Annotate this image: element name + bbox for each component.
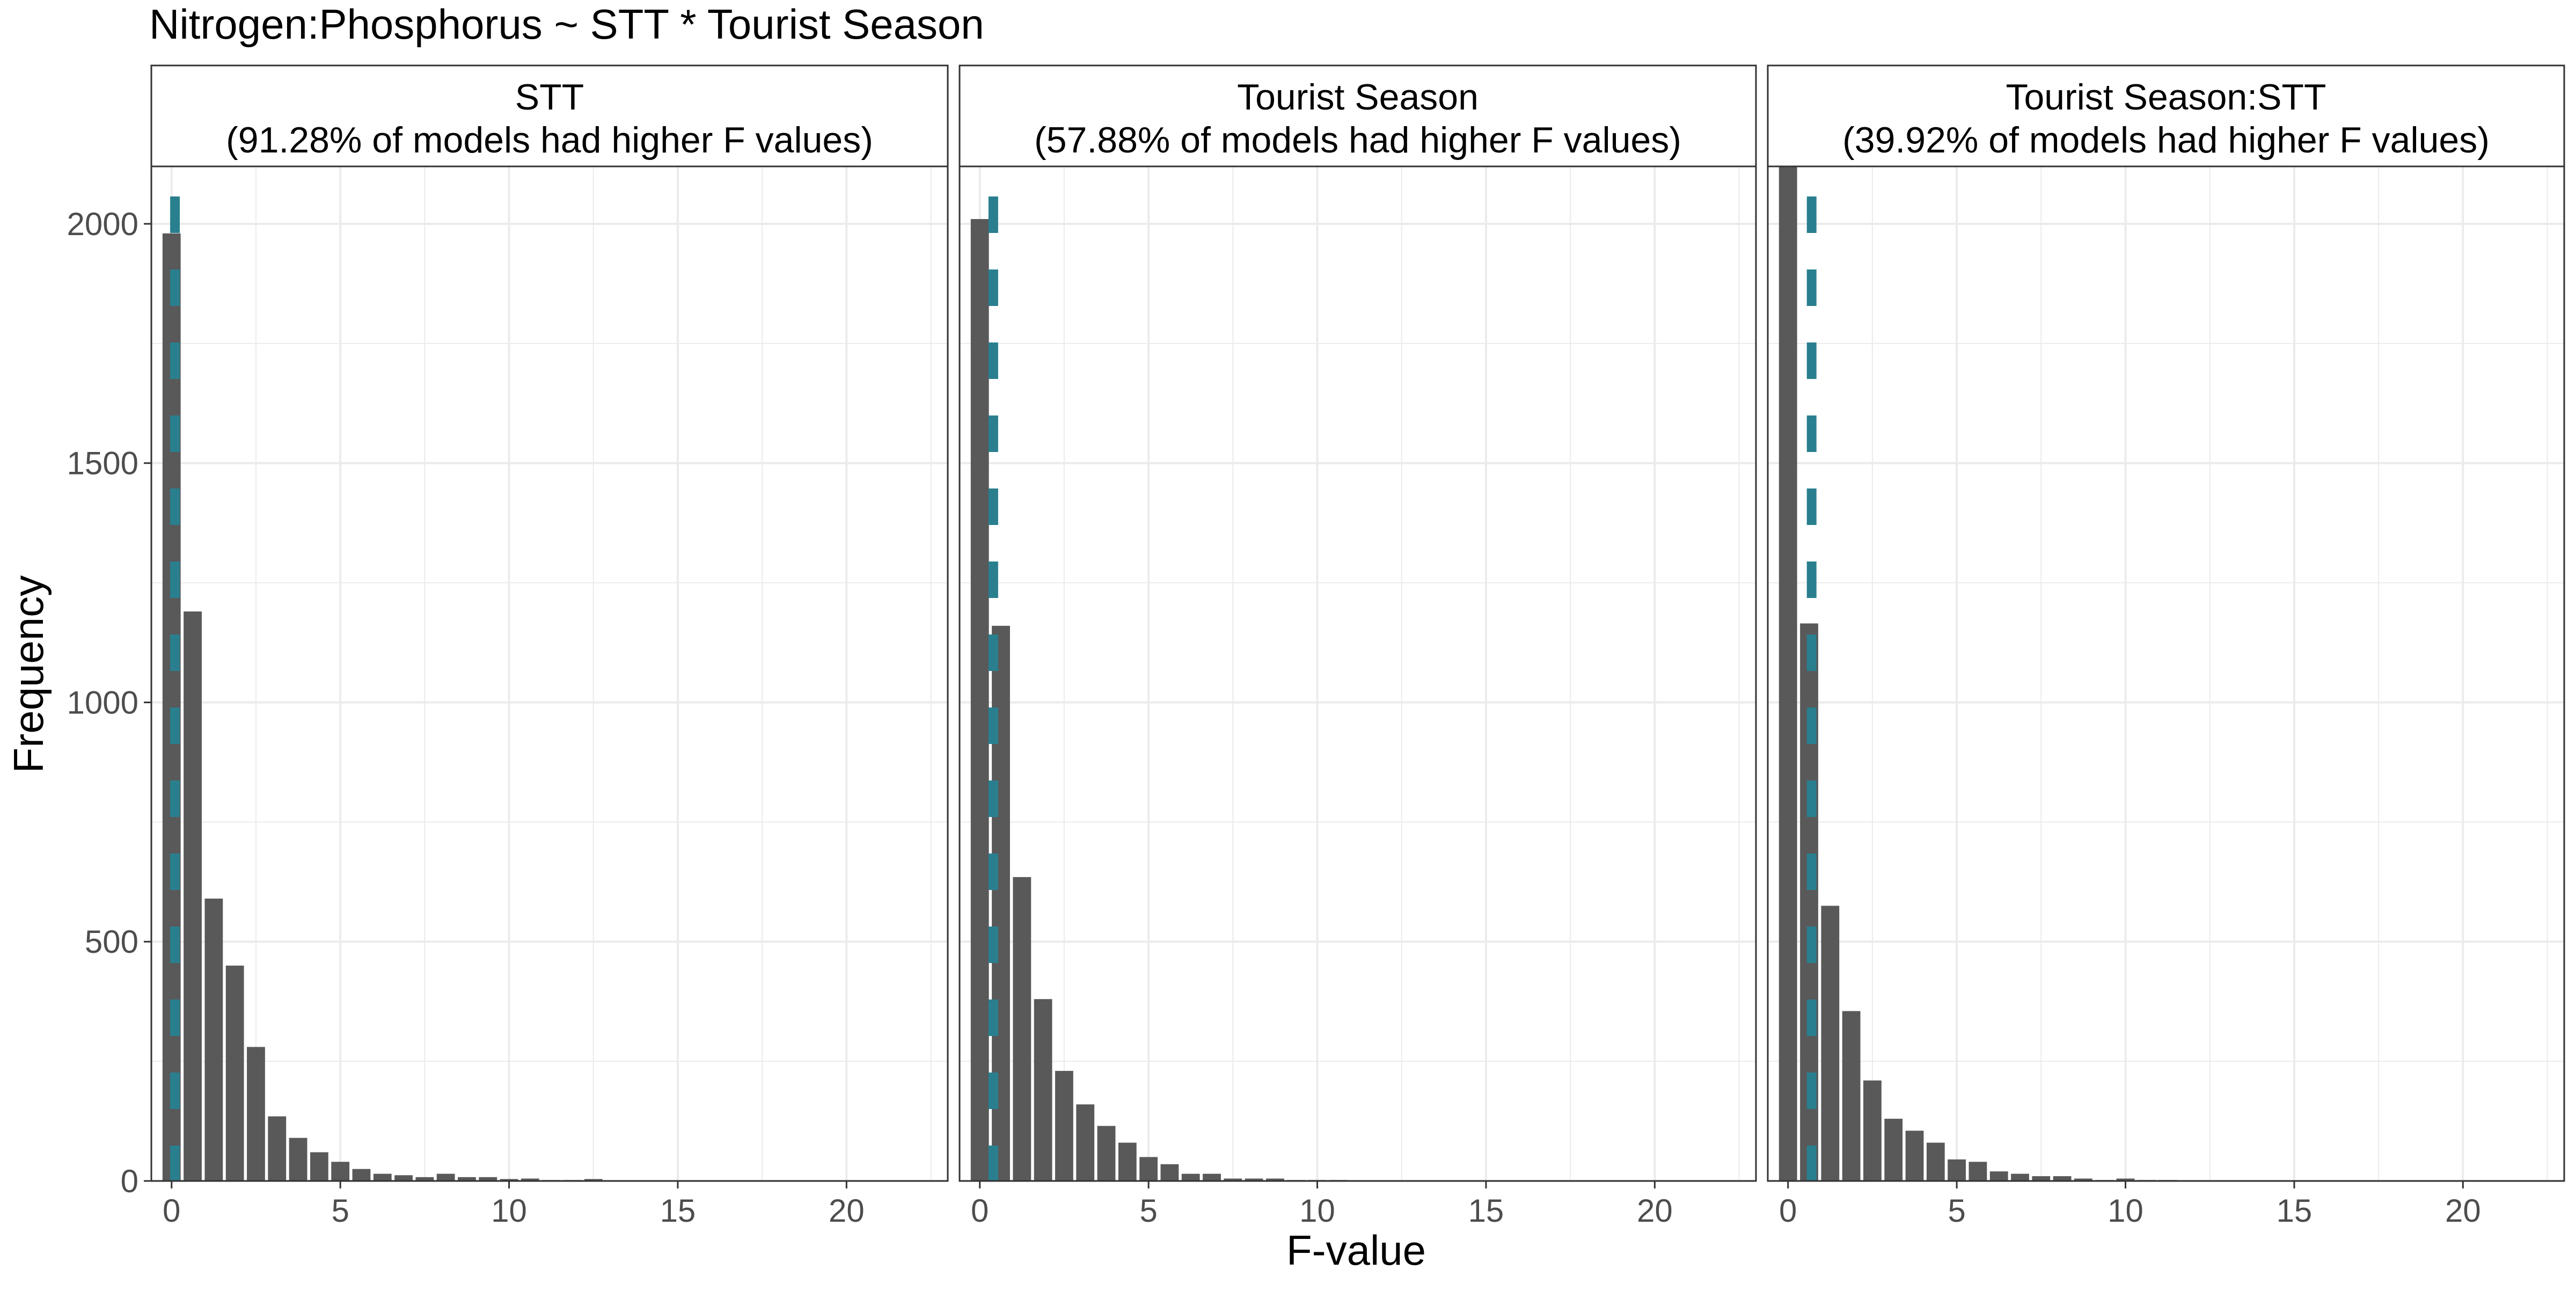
x-tick-label: 0	[971, 1193, 989, 1229]
chart-title: Nitrogen:Phosphorus ~ STT * Tourist Seas…	[149, 1, 984, 48]
histogram-bar	[1968, 1162, 1987, 1181]
histogram-bar	[373, 1173, 392, 1181]
histogram-bar	[289, 1137, 308, 1181]
histogram-bar	[1821, 906, 1840, 1181]
histogram-bar	[1076, 1104, 1095, 1181]
histogram-bar	[310, 1152, 328, 1181]
histogram-bar	[584, 1179, 603, 1181]
x-tick-label: 15	[660, 1193, 696, 1229]
x-tick-label: 5	[1139, 1193, 1157, 1229]
histogram-bar	[1266, 1178, 1284, 1181]
histogram-bar	[479, 1177, 497, 1181]
panel-border	[150, 165, 949, 1182]
histogram-bar	[1139, 1157, 1158, 1181]
histogram-bar	[521, 1178, 539, 1181]
histogram-bar	[268, 1116, 287, 1181]
histogram-bar	[1118, 1142, 1137, 1181]
histogram-bar	[2011, 1173, 2029, 1181]
x-tick-label: 20	[1637, 1193, 1673, 1229]
histogram-bar	[415, 1177, 434, 1181]
histogram-bar	[1245, 1178, 1263, 1181]
x-tick-label: 15	[1468, 1193, 1504, 1229]
histogram-bar	[1224, 1178, 1242, 1181]
x-tick-label: 10	[2107, 1193, 2143, 1229]
panel-border	[1767, 165, 2565, 1182]
histogram-bar	[247, 1047, 265, 1181]
histogram-bar	[2116, 1178, 2135, 1181]
histogram-bar	[1097, 1126, 1116, 1181]
histogram-bar	[394, 1175, 413, 1181]
histogram-bar	[1055, 1070, 1073, 1181]
x-tick-label: 0	[1779, 1193, 1797, 1229]
facet-panel: STT(91.28% of models had higher F values…	[67, 64, 949, 1229]
histogram-bar	[1884, 1119, 1903, 1181]
histogram-bar	[2053, 1176, 2072, 1181]
histogram-bar	[352, 1169, 371, 1181]
facet-subtitle: (91.28% of models had higher F values)	[226, 120, 873, 161]
x-tick-label: 0	[163, 1193, 180, 1229]
facet-title: STT	[515, 77, 584, 118]
histogram-bar	[970, 219, 989, 1181]
y-tick-label: 0	[121, 1163, 138, 1199]
histogram-bar	[1779, 166, 1797, 1181]
x-tick-label: 15	[2277, 1193, 2312, 1229]
x-tick-label: 5	[331, 1193, 349, 1229]
x-tick-label: 5	[1948, 1193, 1965, 1229]
histogram-bar	[1948, 1159, 1966, 1181]
y-tick-label: 2000	[67, 206, 138, 242]
histogram-bar	[1034, 999, 1052, 1181]
plot-area	[151, 166, 948, 1181]
facet-subtitle: (39.92% of models had higher F values)	[1842, 120, 2490, 161]
histogram-bar	[436, 1173, 455, 1181]
histogram-bar	[1842, 1011, 1861, 1181]
y-tick-label: 500	[85, 924, 138, 960]
facet-title: Tourist Season	[1237, 77, 1479, 118]
y-tick-label: 1000	[67, 684, 138, 720]
histogram-bar	[1160, 1164, 1179, 1181]
panel-border	[958, 165, 1757, 1182]
facet-panel: Tourist Season:STT(39.92% of models had …	[1767, 64, 2565, 1229]
facet-panels: STT(91.28% of models had higher F values…	[67, 64, 2565, 1229]
plot-area	[1768, 166, 2564, 1181]
plot-area	[960, 166, 1756, 1181]
histogram-bar	[1013, 877, 1031, 1181]
y-axis-title: Frequency	[5, 575, 52, 774]
y-tick-label: 1500	[67, 446, 138, 482]
facet-subtitle: (57.88% of models had higher F values)	[1034, 120, 1681, 161]
histogram-bar	[458, 1177, 476, 1181]
x-tick-label: 10	[491, 1193, 527, 1229]
histogram-bar	[500, 1179, 518, 1181]
x-tick-label: 20	[2445, 1193, 2481, 1229]
facet-title: Tourist Season:STT	[2006, 77, 2326, 118]
histogram-bar	[225, 965, 244, 1181]
histogram-bar	[1905, 1130, 1924, 1181]
histogram-bar	[1203, 1173, 1221, 1181]
x-axis-title: F-value	[1286, 1227, 1426, 1274]
histogram-bar	[331, 1162, 350, 1181]
histogram-bar	[1926, 1142, 1945, 1181]
facet-strip	[150, 64, 949, 167]
facet-strip	[958, 64, 1757, 167]
facet-panel: Tourist Season(57.88% of models had high…	[958, 64, 1757, 1229]
histogram-bar	[184, 611, 202, 1181]
x-tick-label: 10	[1299, 1193, 1335, 1229]
histogram-bar	[1181, 1173, 1200, 1181]
histogram-bar	[1863, 1080, 1882, 1181]
histogram-bar	[204, 899, 223, 1181]
histogram-bar	[2074, 1178, 2092, 1181]
histogram-bar	[1989, 1171, 2008, 1181]
histogram-bar	[2032, 1176, 2051, 1181]
x-tick-label: 20	[829, 1193, 865, 1229]
